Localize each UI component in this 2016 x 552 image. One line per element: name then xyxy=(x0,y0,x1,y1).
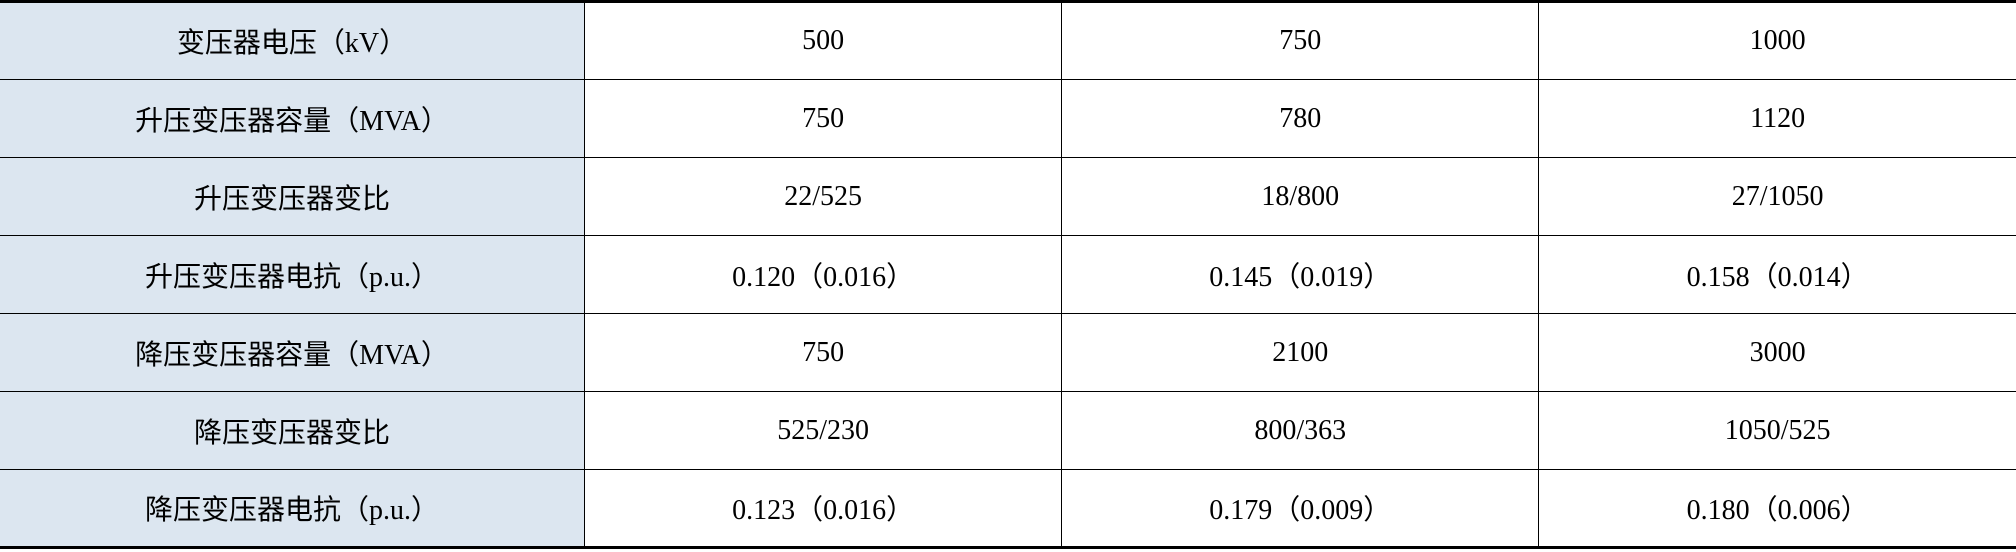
cell-value: 18/800 xyxy=(1062,158,1539,236)
table-row: 降压变压器电抗（p.u.） 0.123（0.016） 0.179（0.009） … xyxy=(0,470,2016,548)
cell-value: 1050/525 xyxy=(1539,392,2016,470)
cell-value: 1120 xyxy=(1539,80,2016,158)
cell-value: 1000 xyxy=(1539,2,2016,80)
cell-value: 3000 xyxy=(1539,314,2016,392)
table-row: 降压变压器变比 525/230 800/363 1050/525 xyxy=(0,392,2016,470)
cell-value: 0.123（0.016） xyxy=(585,470,1062,548)
row-label: 升压变压器容量（MVA） xyxy=(0,80,585,158)
cell-value: 2100 xyxy=(1062,314,1539,392)
row-label: 升压变压器电抗（p.u.） xyxy=(0,236,585,314)
cell-value: 22/525 xyxy=(585,158,1062,236)
table-row: 升压变压器变比 22/525 18/800 27/1050 xyxy=(0,158,2016,236)
cell-value: 750 xyxy=(1062,2,1539,80)
cell-value: 500 xyxy=(585,2,1062,80)
table-body: 变压器电压（kV） 500 750 1000 升压变压器容量（MVA） 750 … xyxy=(0,2,2016,548)
table-row: 升压变压器容量（MVA） 750 780 1120 xyxy=(0,80,2016,158)
cell-value: 750 xyxy=(585,314,1062,392)
cell-value: 780 xyxy=(1062,80,1539,158)
cell-value: 525/230 xyxy=(585,392,1062,470)
transformer-parameters-table: 变压器电压（kV） 500 750 1000 升压变压器容量（MVA） 750 … xyxy=(0,0,2016,549)
cell-value: 27/1050 xyxy=(1539,158,2016,236)
cell-value: 0.179（0.009） xyxy=(1062,470,1539,548)
table-row: 变压器电压（kV） 500 750 1000 xyxy=(0,2,2016,80)
row-label: 变压器电压（kV） xyxy=(0,2,585,80)
cell-value: 0.158（0.014） xyxy=(1539,236,2016,314)
cell-value: 0.180（0.006） xyxy=(1539,470,2016,548)
row-label: 降压变压器电抗（p.u.） xyxy=(0,470,585,548)
row-label: 降压变压器容量（MVA） xyxy=(0,314,585,392)
row-label: 降压变压器变比 xyxy=(0,392,585,470)
table-row: 升压变压器电抗（p.u.） 0.120（0.016） 0.145（0.019） … xyxy=(0,236,2016,314)
table-row: 降压变压器容量（MVA） 750 2100 3000 xyxy=(0,314,2016,392)
cell-value: 750 xyxy=(585,80,1062,158)
cell-value: 800/363 xyxy=(1062,392,1539,470)
cell-value: 0.120（0.016） xyxy=(585,236,1062,314)
row-label: 升压变压器变比 xyxy=(0,158,585,236)
cell-value: 0.145（0.019） xyxy=(1062,236,1539,314)
